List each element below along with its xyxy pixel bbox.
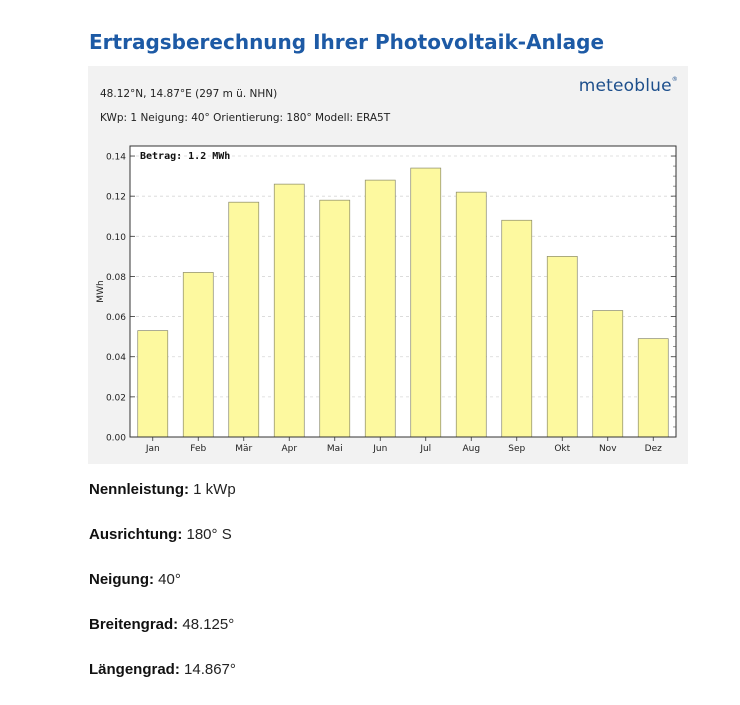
meteoblue-logo[interactable]: meteoblue® (579, 76, 678, 96)
total-yield-annotation: Betrag: 1.2 MWh (140, 151, 230, 162)
stat-label: Neigung: (89, 571, 154, 588)
stat-nennleistung: Nennleistung: 1 kWp (89, 480, 236, 525)
trademark-mark: ® (671, 76, 678, 83)
plot-area (130, 146, 676, 437)
stat-ausrichtung: Ausrichtung: 180° S (89, 525, 236, 570)
bar (637, 338, 669, 438)
plot-frame (129, 145, 677, 438)
chart-panel: 48.12°N, 14.87°E (297 m ü. NHN) KWp: 1 N… (88, 66, 688, 464)
stat-label: Ausrichtung: (89, 526, 183, 543)
stat-value: 40° (158, 571, 181, 588)
bar (137, 330, 169, 438)
y-tick-label: 0.12 (106, 193, 126, 203)
x-tick-label: Apr (281, 444, 297, 454)
page-title: Ertragsberechnung Ihrer Photovoltaik-Anl… (89, 30, 605, 54)
y-tick-label: 0.00 (106, 434, 126, 444)
bar (410, 167, 442, 438)
stat-value: 14.867° (184, 661, 236, 678)
x-tick-label: Jan (145, 444, 160, 454)
bar (182, 272, 214, 438)
bar (228, 201, 260, 438)
bar (319, 199, 351, 438)
stat-label: Nennleistung: (89, 481, 189, 498)
bar (546, 256, 578, 438)
y-tick-label: 0.08 (106, 273, 126, 283)
x-tick-label: Nov (599, 444, 617, 454)
y-tick-label: 0.04 (106, 353, 126, 363)
y-tick-label: 0.14 (106, 153, 126, 163)
x-tick-label: Dez (645, 444, 662, 454)
bar (273, 183, 305, 438)
stat-neigung: Neigung: 40° (89, 570, 236, 615)
system-parameters: KWp: 1 Neigung: 40° Orientierung: 180° M… (100, 112, 391, 124)
logo-text: meteoblue (578, 76, 672, 96)
x-tick-label: Jun (372, 444, 387, 454)
stat-label: Längengrad: (89, 661, 180, 678)
y-tick-label: 0.02 (106, 393, 126, 403)
stat-value: 48.125° (182, 616, 235, 633)
stat-value: 1 kWp (193, 481, 236, 498)
bar (364, 179, 396, 438)
x-tick-label: Mai (327, 444, 343, 454)
y-axis-label: MWh (96, 280, 106, 302)
x-tick-label: Jul (419, 444, 431, 454)
x-tick-label: Feb (190, 444, 206, 454)
stat-breitengrad: Breitengrad: 48.125° (89, 615, 236, 660)
y-tick-label: 0.10 (106, 233, 126, 243)
x-tick-label: Mär (235, 444, 252, 454)
x-tick-label: Sep (508, 444, 525, 454)
location-coordinates: 48.12°N, 14.87°E (297 m ü. NHN) (100, 88, 278, 100)
bar (592, 310, 624, 438)
bar (501, 219, 533, 438)
stat-laengengrad: Längengrad: 14.867° (89, 660, 236, 705)
stats-list: Nennleistung: 1 kWp Ausrichtung: 180° S … (89, 480, 236, 705)
y-tick-label: 0.06 (106, 313, 126, 323)
x-tick-label: Aug (462, 444, 480, 454)
stat-value: 180° S (186, 526, 232, 543)
yield-bar-chart: 0.00 0.02 0.04 0.06 0.08 0.10 0.12 0.14 Jan Feb Mä… (96, 145, 677, 454)
bar (455, 191, 487, 438)
x-tick-label: Okt (554, 444, 570, 454)
stat-label: Breitengrad: (89, 616, 179, 633)
